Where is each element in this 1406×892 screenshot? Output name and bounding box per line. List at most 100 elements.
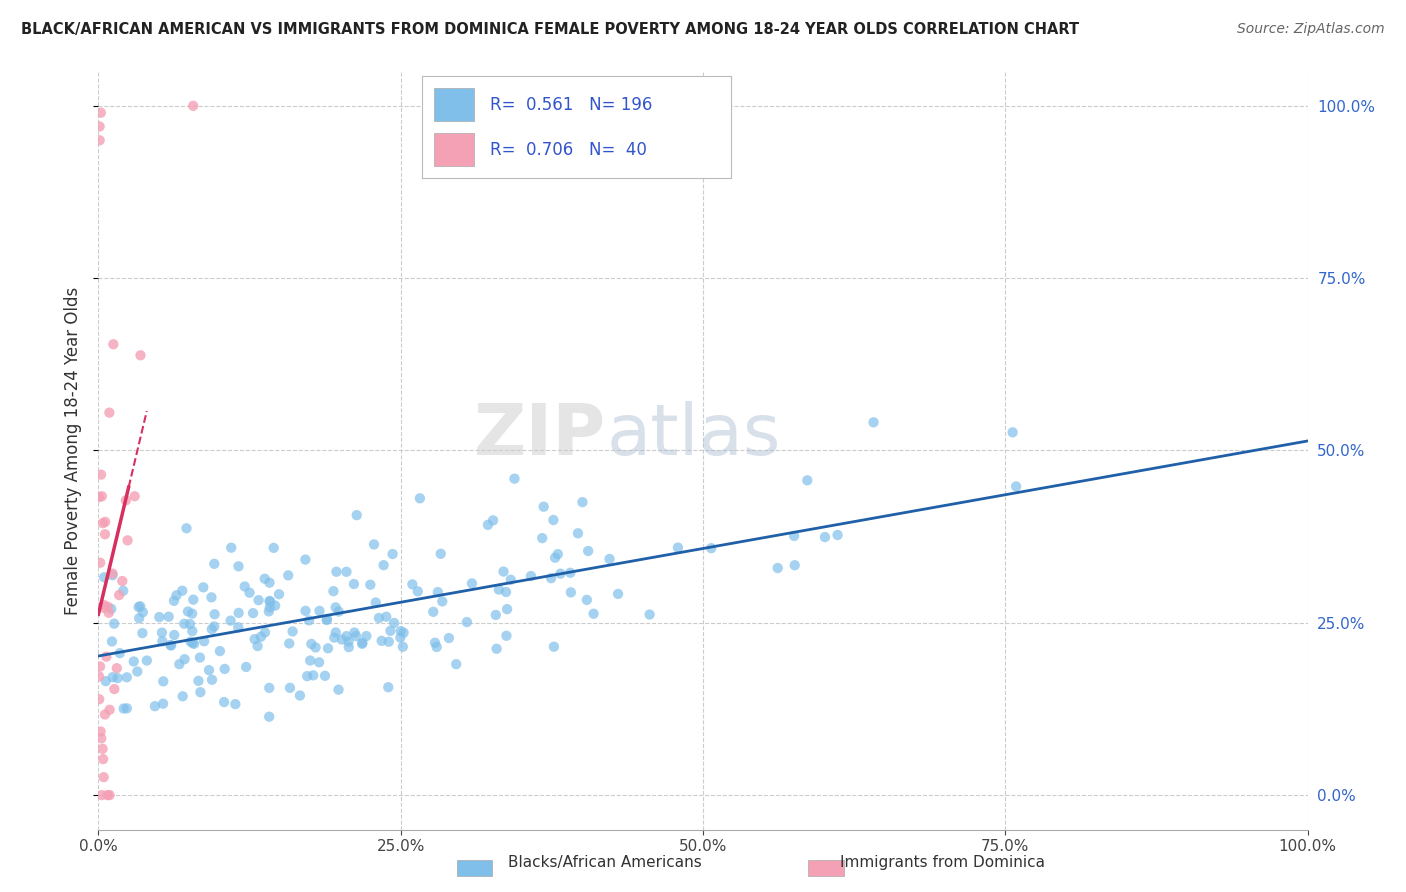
Point — [132, 605, 155, 619]
Point — [89, 120, 111, 134]
Point — [571, 495, 593, 509]
Point — [246, 639, 269, 653]
Point — [356, 629, 378, 643]
Point — [363, 537, 385, 551]
Point — [94, 674, 117, 689]
Point — [582, 607, 605, 621]
Point — [426, 640, 449, 654]
Point — [575, 593, 598, 607]
Point — [352, 637, 374, 651]
Point — [238, 585, 260, 599]
Point — [247, 593, 270, 607]
Point — [90, 788, 112, 802]
Point — [520, 569, 543, 583]
Point — [226, 620, 249, 634]
Point — [666, 541, 689, 555]
Point — [90, 105, 112, 120]
Point — [257, 604, 280, 618]
Point — [423, 636, 446, 650]
Point — [325, 625, 347, 640]
Point — [316, 641, 339, 656]
Point — [316, 612, 339, 626]
Point — [253, 625, 276, 640]
Point — [323, 631, 346, 645]
Point — [87, 490, 110, 504]
Point — [89, 692, 111, 706]
Point — [91, 516, 114, 531]
Point — [98, 788, 121, 802]
Point — [429, 547, 451, 561]
Point — [201, 673, 224, 687]
Point — [277, 568, 299, 582]
Point — [607, 587, 630, 601]
Point — [314, 669, 336, 683]
Text: R=  0.706   N=  40: R= 0.706 N= 40 — [489, 141, 647, 159]
Point — [444, 657, 467, 672]
Point — [96, 788, 118, 802]
Point — [90, 489, 112, 503]
Point — [392, 625, 415, 640]
Point — [122, 655, 145, 669]
Point — [89, 133, 111, 147]
Point — [259, 681, 281, 695]
Point — [253, 572, 276, 586]
Point — [330, 632, 353, 647]
Point — [172, 690, 194, 704]
Point — [208, 644, 231, 658]
Point — [89, 659, 111, 673]
Point — [1001, 425, 1024, 440]
Point — [503, 472, 526, 486]
Point — [93, 600, 115, 615]
Point — [544, 550, 567, 565]
Point — [298, 614, 321, 628]
Point — [242, 606, 264, 620]
Point — [181, 607, 204, 621]
Point — [94, 707, 117, 722]
Point — [202, 619, 225, 633]
Point — [352, 636, 374, 650]
Point — [163, 594, 186, 608]
Point — [233, 579, 256, 593]
Point — [325, 600, 347, 615]
Point — [169, 657, 191, 672]
Point — [267, 587, 290, 601]
Point — [160, 639, 183, 653]
Point — [163, 628, 186, 642]
Point — [295, 669, 318, 683]
Point — [193, 634, 215, 648]
Point — [188, 650, 211, 665]
Point — [212, 695, 235, 709]
Point — [547, 547, 569, 561]
Point — [335, 629, 357, 643]
Point — [173, 616, 195, 631]
Point — [862, 415, 884, 429]
Point — [103, 681, 125, 696]
Point — [1005, 479, 1028, 493]
Point — [550, 566, 572, 581]
Point — [392, 640, 415, 654]
Point — [152, 674, 174, 689]
Point — [201, 622, 224, 636]
Point — [304, 640, 326, 655]
Point — [108, 588, 131, 602]
Point — [181, 636, 204, 650]
Point — [257, 709, 280, 723]
Point — [263, 541, 285, 555]
Point — [181, 99, 204, 113]
Point — [243, 632, 266, 646]
Point — [91, 742, 114, 756]
Point — [288, 689, 311, 703]
Point — [456, 615, 478, 629]
Point — [766, 561, 789, 575]
Point — [499, 573, 522, 587]
Point — [783, 529, 806, 543]
Point — [409, 491, 432, 506]
Point — [638, 607, 661, 622]
Point — [198, 663, 221, 677]
Text: R=  0.561   N= 196: R= 0.561 N= 196 — [489, 95, 652, 113]
Point — [90, 467, 112, 482]
Point — [814, 530, 837, 544]
Point — [129, 348, 152, 362]
Point — [359, 578, 381, 592]
Point — [94, 515, 117, 529]
